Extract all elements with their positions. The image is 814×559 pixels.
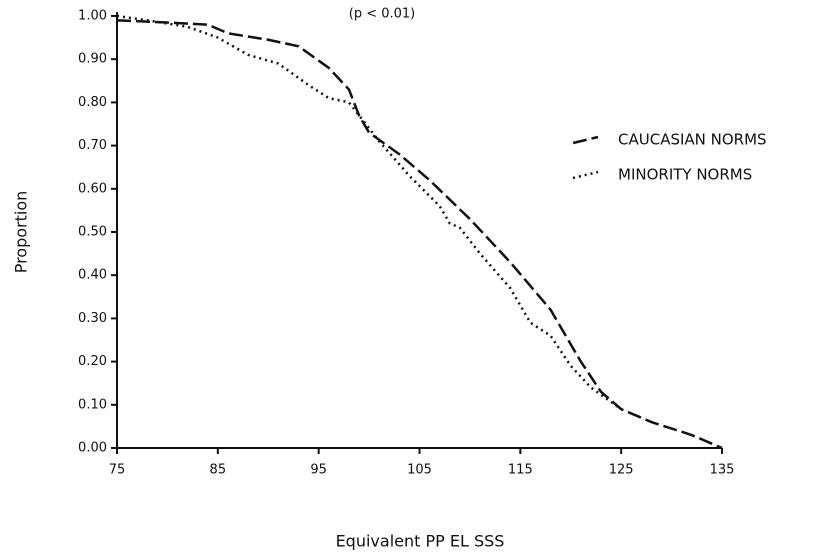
y-tick-label: 0.90 (78, 52, 107, 67)
x-tick-label: 105 (407, 463, 432, 478)
legend-swatch (572, 135, 599, 145)
y-tick-label: 0.40 (78, 268, 107, 283)
y-tick-label: 0.70 (78, 138, 107, 153)
x-tick-label: 85 (210, 463, 227, 478)
y-tick-label: 0.50 (78, 225, 107, 240)
y-tick-label: 0.60 (78, 181, 107, 196)
y-axis-label: Proportion (12, 191, 31, 274)
x-tick-label: 95 (310, 463, 327, 478)
x-axis-label: Equivalent PP EL SSS (336, 532, 505, 551)
x-tick-label: 115 (508, 463, 533, 478)
x-tick-label: 135 (710, 463, 735, 478)
legend-label: CAUCASIAN NORMS (618, 131, 767, 149)
line-series (116, 14, 622, 411)
y-tick-label: 0.20 (78, 354, 107, 369)
x-tick-label: 75 (109, 463, 126, 478)
legend-label: MINORITY NORMS (618, 166, 752, 184)
y-tick-label: 0.10 (78, 397, 107, 412)
y-tick-label: 0.80 (78, 95, 107, 110)
chart-title: (p < 0.01) (349, 7, 416, 22)
y-tick-label: 1.00 (78, 9, 107, 24)
y-tick-label: 0.00 (78, 441, 107, 456)
line-series (116, 19, 723, 450)
x-tick-label: 125 (609, 463, 634, 478)
legend-swatch (572, 170, 599, 180)
y-tick-label: 0.30 (78, 311, 107, 326)
